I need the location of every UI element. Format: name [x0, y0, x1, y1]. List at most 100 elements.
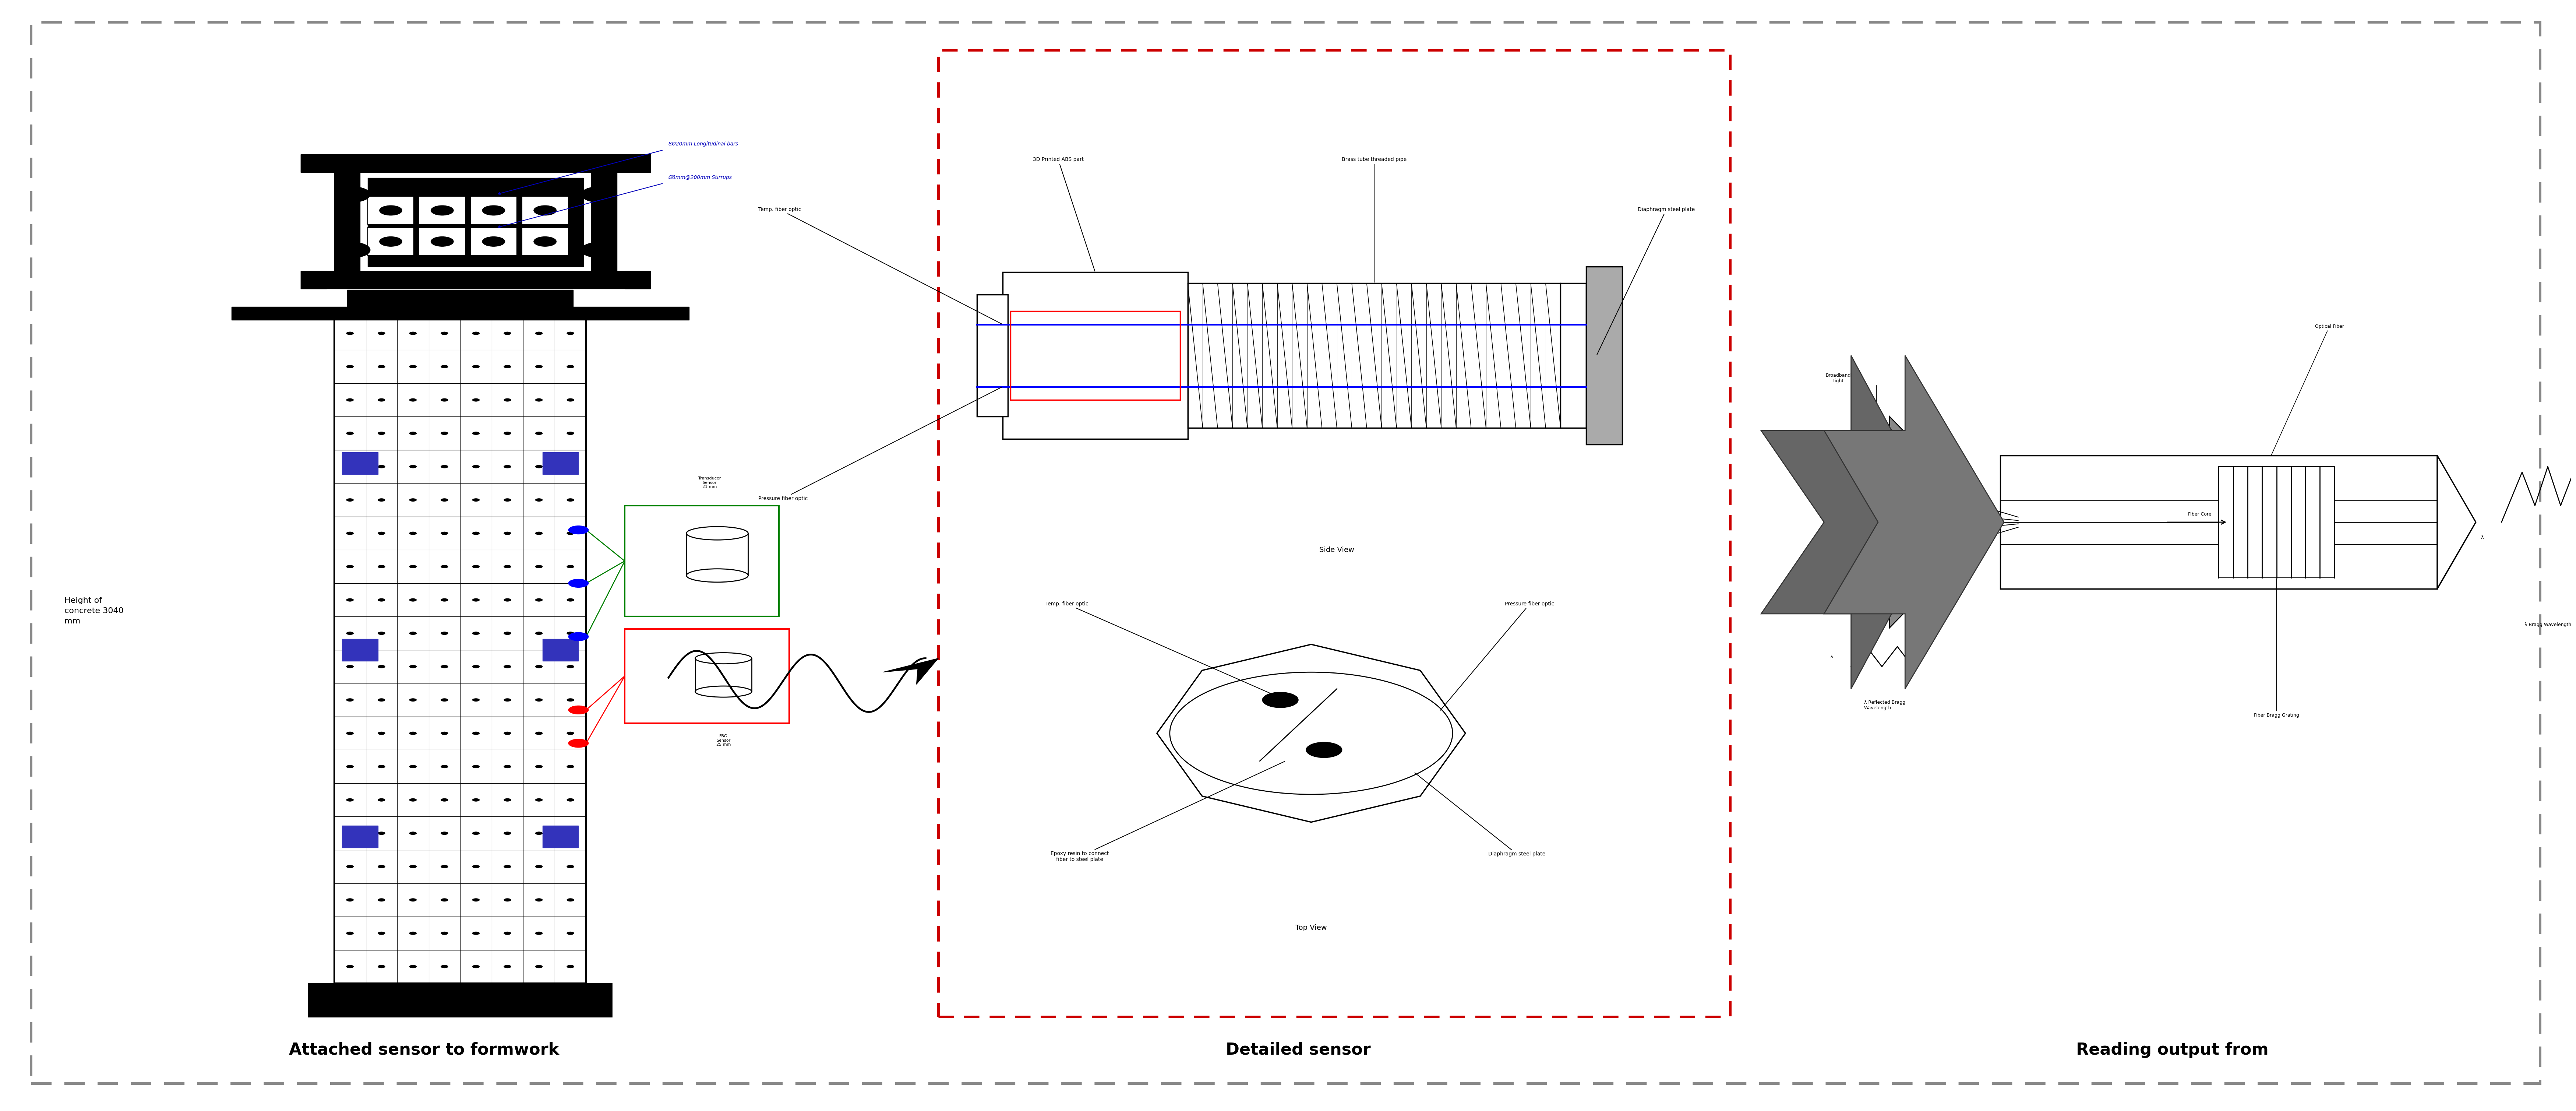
- Circle shape: [335, 242, 371, 258]
- Circle shape: [567, 332, 574, 334]
- Bar: [366, 617, 397, 650]
- Circle shape: [536, 732, 544, 734]
- Circle shape: [536, 765, 544, 768]
- Circle shape: [536, 832, 544, 834]
- Bar: [366, 783, 397, 817]
- Bar: [544, 452, 580, 474]
- Circle shape: [533, 206, 556, 216]
- Circle shape: [379, 665, 386, 668]
- Circle shape: [410, 699, 417, 701]
- Bar: [397, 583, 428, 617]
- Bar: [492, 717, 523, 750]
- Bar: [492, 650, 523, 683]
- Bar: [366, 517, 397, 550]
- Bar: [397, 550, 428, 583]
- Circle shape: [471, 699, 479, 701]
- Bar: [523, 197, 569, 224]
- Text: Optical Fiber: Optical Fiber: [2272, 324, 2344, 454]
- Circle shape: [379, 599, 386, 601]
- Circle shape: [471, 832, 479, 834]
- Circle shape: [502, 599, 510, 601]
- Bar: [492, 917, 523, 950]
- Text: Fiber Bragg Grating: Fiber Bragg Grating: [2254, 579, 2298, 718]
- Bar: [397, 450, 428, 483]
- Bar: [397, 417, 428, 450]
- Bar: [461, 550, 492, 583]
- Circle shape: [567, 799, 574, 801]
- Circle shape: [440, 765, 448, 768]
- Circle shape: [567, 432, 574, 434]
- Polygon shape: [884, 658, 938, 684]
- Bar: [492, 817, 523, 850]
- Text: FBG
Sensor
25 mm: FBG Sensor 25 mm: [716, 734, 732, 747]
- Bar: [428, 417, 461, 450]
- Text: Side View: Side View: [1319, 547, 1355, 553]
- Bar: [461, 917, 492, 950]
- Ellipse shape: [696, 653, 752, 664]
- Bar: [428, 683, 461, 717]
- Circle shape: [536, 332, 544, 334]
- Bar: [366, 317, 397, 350]
- Bar: [492, 850, 523, 883]
- Text: Diaphragm steel plate: Diaphragm steel plate: [1597, 207, 1695, 354]
- Bar: [554, 383, 587, 417]
- Circle shape: [536, 632, 544, 634]
- Bar: [428, 617, 461, 650]
- Bar: [492, 517, 523, 550]
- Circle shape: [471, 932, 479, 934]
- Circle shape: [345, 932, 353, 934]
- Circle shape: [567, 532, 574, 534]
- Circle shape: [471, 799, 479, 801]
- Circle shape: [410, 432, 417, 434]
- Circle shape: [379, 332, 386, 334]
- Bar: [335, 350, 366, 383]
- Bar: [492, 617, 523, 650]
- Text: λ Reflected Bragg
Wavelength: λ Reflected Bragg Wavelength: [1862, 700, 1906, 710]
- Bar: [554, 317, 587, 350]
- Bar: [366, 817, 397, 850]
- Bar: [1561, 283, 1587, 428]
- Polygon shape: [2437, 456, 2476, 589]
- Circle shape: [410, 799, 417, 801]
- Text: Temp. fiber optic: Temp. fiber optic: [1046, 601, 1280, 698]
- Circle shape: [440, 632, 448, 634]
- Bar: [428, 783, 461, 817]
- Bar: [428, 550, 461, 583]
- Bar: [368, 178, 585, 267]
- Bar: [1002, 272, 1188, 439]
- Bar: [523, 850, 554, 883]
- Bar: [366, 683, 397, 717]
- Polygon shape: [1888, 417, 1991, 628]
- Bar: [397, 617, 428, 650]
- Circle shape: [440, 965, 448, 968]
- Circle shape: [440, 565, 448, 568]
- Bar: [428, 917, 461, 950]
- Circle shape: [440, 599, 448, 601]
- Bar: [2218, 467, 2334, 578]
- Bar: [420, 197, 466, 224]
- Bar: [523, 883, 554, 917]
- Text: Attached sensor to formwork: Attached sensor to formwork: [289, 1042, 559, 1058]
- Circle shape: [379, 399, 386, 401]
- Bar: [397, 483, 428, 517]
- Bar: [366, 650, 397, 683]
- Circle shape: [410, 532, 417, 534]
- Circle shape: [1306, 742, 1342, 758]
- Circle shape: [567, 632, 574, 634]
- Bar: [523, 317, 554, 350]
- Bar: [343, 639, 379, 661]
- Bar: [461, 383, 492, 417]
- Bar: [523, 450, 554, 483]
- Circle shape: [471, 332, 479, 334]
- Circle shape: [379, 799, 386, 801]
- Circle shape: [471, 632, 479, 634]
- Circle shape: [440, 466, 448, 468]
- Bar: [397, 717, 428, 750]
- Bar: [461, 350, 492, 383]
- Circle shape: [345, 466, 353, 468]
- Circle shape: [502, 865, 510, 868]
- Bar: [461, 750, 492, 783]
- Bar: [335, 883, 366, 917]
- Circle shape: [379, 206, 402, 216]
- Bar: [523, 617, 554, 650]
